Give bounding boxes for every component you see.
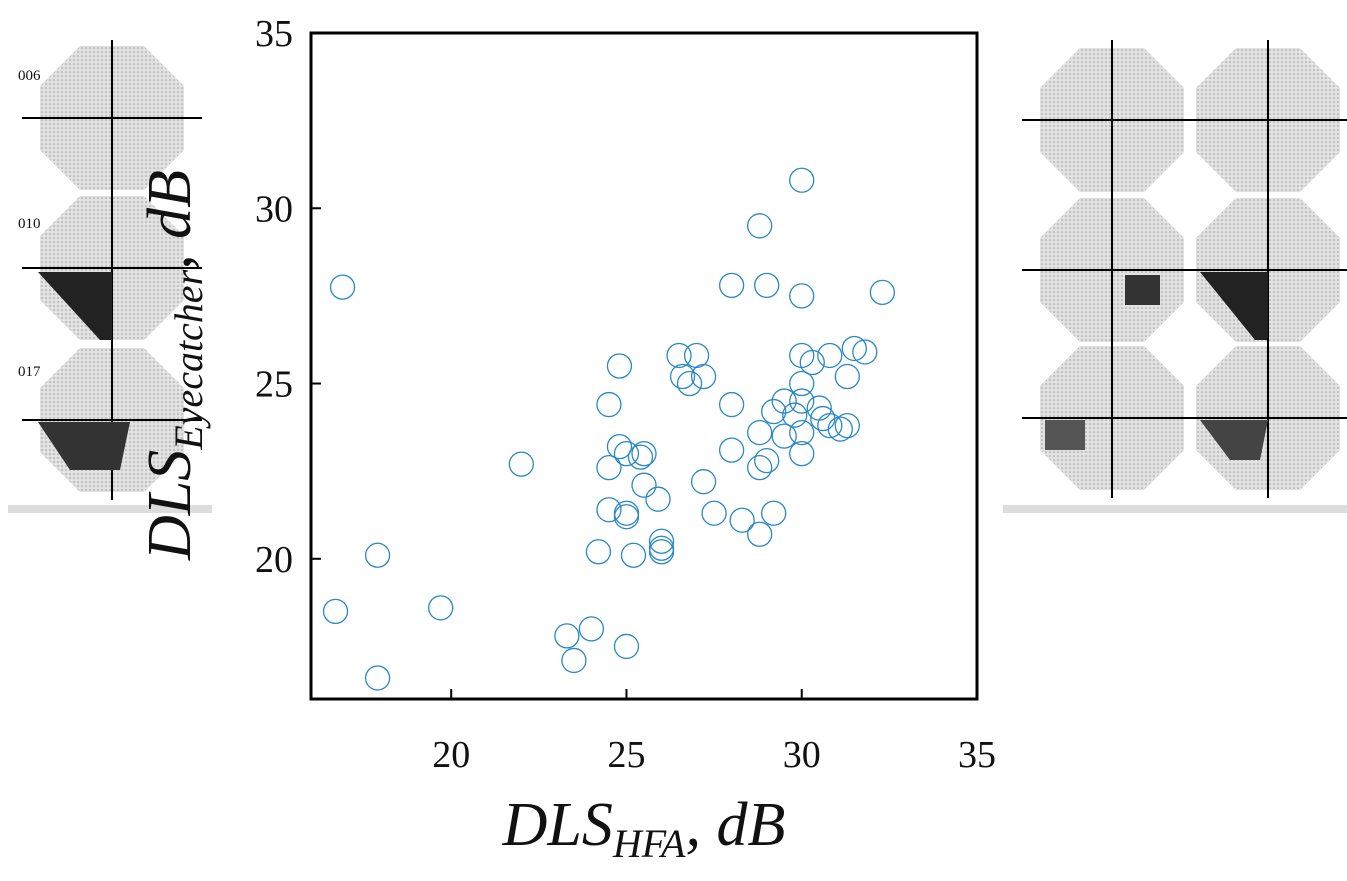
point bbox=[761, 500, 787, 526]
point bbox=[852, 339, 878, 365]
point bbox=[747, 213, 773, 239]
point bbox=[596, 391, 622, 418]
point bbox=[585, 539, 612, 565]
point bbox=[747, 521, 773, 547]
point bbox=[620, 542, 647, 568]
point bbox=[613, 504, 640, 530]
point bbox=[718, 391, 745, 418]
point bbox=[631, 472, 657, 498]
defect bbox=[38, 272, 112, 340]
point bbox=[817, 342, 843, 369]
point bbox=[754, 447, 780, 474]
field-map bbox=[1021, 189, 1203, 351]
point bbox=[834, 363, 860, 390]
panel-shadow bbox=[1003, 505, 1347, 513]
x-label-sub: HFA bbox=[612, 821, 686, 866]
panel-shadow bbox=[8, 505, 212, 513]
point bbox=[648, 539, 675, 565]
point bbox=[669, 363, 696, 390]
point bbox=[364, 542, 391, 568]
point bbox=[799, 349, 825, 376]
panel-label: 006 bbox=[18, 68, 41, 84]
x-tick-label: 25 bbox=[607, 734, 645, 776]
defect bbox=[1045, 420, 1085, 450]
field-map bbox=[1021, 39, 1203, 201]
point bbox=[841, 335, 867, 362]
x-tick-label: 35 bbox=[958, 734, 996, 776]
point bbox=[789, 388, 815, 414]
point bbox=[771, 388, 797, 414]
field-map bbox=[1177, 337, 1347, 499]
defect bbox=[1200, 272, 1268, 340]
defect bbox=[38, 422, 130, 470]
x-tick-label: 20 bbox=[432, 734, 470, 776]
point bbox=[613, 633, 640, 660]
point bbox=[627, 444, 654, 470]
point bbox=[690, 469, 717, 495]
y-tick-label: 25 bbox=[255, 364, 293, 406]
point bbox=[718, 437, 745, 463]
point bbox=[606, 433, 633, 460]
point bbox=[648, 528, 675, 554]
point bbox=[596, 497, 622, 523]
point bbox=[817, 412, 843, 439]
point bbox=[754, 272, 780, 299]
defect bbox=[1125, 275, 1160, 305]
field-map bbox=[1021, 337, 1203, 499]
y-label-sub: Eyecatcher bbox=[166, 269, 211, 450]
point bbox=[789, 419, 815, 446]
panel-label: 017 bbox=[18, 364, 41, 380]
point bbox=[322, 598, 349, 625]
x-label-unit: , dB bbox=[686, 791, 786, 859]
panel-label: 010 bbox=[18, 216, 41, 232]
point bbox=[729, 507, 755, 533]
point bbox=[364, 665, 391, 691]
point bbox=[789, 167, 815, 193]
y-label-unit: , dB bbox=[136, 170, 204, 270]
point bbox=[701, 500, 727, 526]
x-label-main: DLS bbox=[502, 791, 613, 859]
y-label-main: DLS bbox=[136, 450, 204, 561]
point bbox=[329, 274, 356, 300]
point bbox=[676, 370, 703, 397]
point bbox=[690, 363, 717, 390]
point bbox=[789, 370, 815, 397]
left-panel bbox=[8, 40, 212, 510]
point bbox=[747, 419, 773, 446]
point bbox=[771, 423, 797, 449]
defect bbox=[1200, 420, 1268, 460]
x-tick-label: 30 bbox=[783, 734, 821, 776]
y-tick-label: 30 bbox=[255, 188, 293, 230]
y-axis-label: DLSEyecatcher, dB bbox=[136, 170, 211, 561]
point bbox=[827, 416, 853, 442]
point bbox=[508, 451, 534, 477]
point bbox=[869, 279, 896, 306]
point bbox=[428, 595, 454, 621]
field-map bbox=[1177, 39, 1347, 201]
point bbox=[747, 455, 773, 481]
point bbox=[554, 623, 580, 649]
right-panel bbox=[1003, 39, 1347, 513]
point bbox=[761, 398, 787, 425]
point bbox=[645, 486, 671, 512]
point bbox=[561, 647, 587, 674]
point bbox=[834, 412, 860, 439]
y-tick-label: 35 bbox=[255, 13, 293, 55]
point bbox=[578, 616, 605, 642]
y-tick-label: 20 bbox=[255, 539, 293, 581]
point bbox=[606, 353, 633, 379]
point bbox=[631, 440, 657, 467]
point bbox=[789, 440, 815, 467]
x-axis-label: DLSHFA, dB bbox=[502, 791, 786, 866]
point bbox=[782, 402, 808, 428]
point bbox=[789, 283, 815, 309]
point bbox=[613, 440, 640, 467]
point bbox=[718, 272, 745, 299]
point bbox=[596, 455, 622, 481]
plot-frame bbox=[309, 31, 979, 701]
point bbox=[666, 342, 692, 369]
